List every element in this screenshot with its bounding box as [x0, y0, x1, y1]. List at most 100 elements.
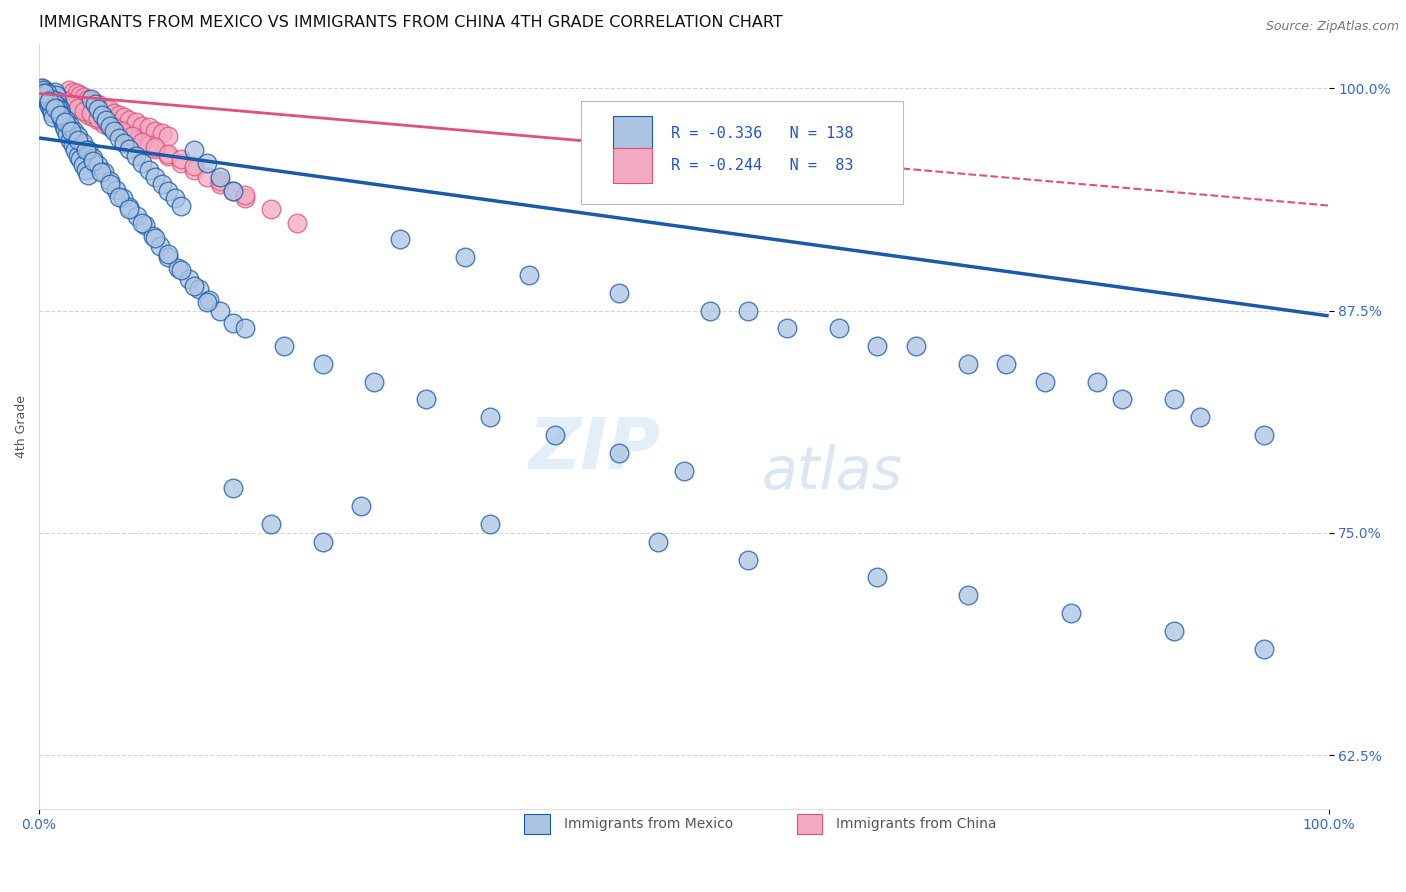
- Point: [77, 144, 100, 158]
- Point: [118, 113, 141, 128]
- Point: [44, 85, 66, 99]
- Point: [52, 119, 75, 133]
- Point: [517, 268, 540, 282]
- Point: [60, 124, 83, 138]
- Text: IMMIGRANTS FROM MEXICO VS IMMIGRANTS FROM CHINA 4TH GRADE CORRELATION CHART: IMMIGRANTS FROM MEXICO VS IMMIGRANTS FRO…: [39, 15, 783, 30]
- Point: [66, 129, 89, 144]
- Point: [45, 88, 67, 103]
- Point: [138, 138, 160, 153]
- Point: [32, 83, 55, 97]
- Point: [904, 339, 927, 353]
- Point: [51, 95, 73, 110]
- Point: [48, 108, 70, 122]
- Point: [32, 85, 55, 99]
- Point: [131, 119, 153, 133]
- Point: [118, 129, 141, 144]
- Point: [65, 87, 87, 101]
- Point: [103, 124, 125, 138]
- Point: [208, 170, 231, 185]
- Point: [170, 198, 193, 212]
- Point: [956, 357, 979, 371]
- Point: [87, 113, 110, 128]
- Point: [55, 113, 77, 128]
- Point: [44, 88, 66, 103]
- FancyBboxPatch shape: [581, 101, 903, 204]
- Point: [1085, 375, 1108, 389]
- Point: [112, 110, 135, 124]
- Point: [195, 170, 218, 185]
- Point: [44, 90, 66, 104]
- Text: R = -0.336   N = 138: R = -0.336 N = 138: [671, 126, 853, 141]
- Point: [170, 153, 193, 167]
- Point: [32, 85, 55, 99]
- Point: [48, 92, 70, 106]
- Point: [93, 101, 115, 115]
- Point: [143, 170, 166, 185]
- Point: [1253, 428, 1275, 442]
- Point: [195, 156, 218, 170]
- Point: [34, 90, 56, 104]
- Point: [55, 95, 77, 110]
- Point: [827, 321, 849, 335]
- Point: [183, 278, 205, 293]
- Point: [143, 140, 166, 154]
- Point: [235, 191, 257, 205]
- Point: [111, 124, 134, 138]
- Point: [208, 174, 231, 188]
- Point: [93, 165, 115, 179]
- Point: [53, 115, 76, 129]
- Point: [131, 136, 153, 151]
- Point: [62, 85, 84, 99]
- Point: [41, 88, 63, 103]
- Point: [82, 95, 104, 110]
- Point: [49, 108, 72, 122]
- Point: [183, 163, 205, 178]
- Point: [150, 178, 173, 192]
- Point: [157, 147, 180, 161]
- Point: [188, 282, 211, 296]
- Point: [121, 129, 143, 144]
- Point: [87, 97, 110, 112]
- Point: [32, 83, 55, 97]
- Point: [56, 128, 79, 142]
- Point: [82, 151, 104, 165]
- Point: [956, 588, 979, 602]
- Point: [75, 144, 97, 158]
- Point: [87, 158, 110, 172]
- Point: [75, 163, 97, 178]
- Point: [103, 120, 125, 135]
- Point: [73, 104, 96, 119]
- Point: [98, 119, 121, 133]
- Point: [73, 90, 96, 104]
- Point: [995, 357, 1018, 371]
- Point: [51, 108, 73, 122]
- Point: [363, 375, 385, 389]
- Point: [699, 303, 721, 318]
- Point: [208, 303, 231, 318]
- Point: [31, 81, 53, 95]
- Point: [59, 97, 82, 112]
- Point: [39, 88, 62, 103]
- Point: [1163, 624, 1185, 638]
- Point: [96, 113, 118, 128]
- Point: [91, 108, 114, 122]
- Point: [66, 149, 89, 163]
- Point: [35, 94, 58, 108]
- Point: [131, 156, 153, 170]
- Point: [38, 85, 60, 99]
- Point: [647, 534, 669, 549]
- Point: [87, 112, 110, 126]
- Point: [131, 216, 153, 230]
- Point: [389, 232, 412, 246]
- Point: [149, 239, 172, 253]
- Point: [170, 262, 193, 277]
- Point: [59, 133, 82, 147]
- Point: [672, 464, 695, 478]
- Point: [737, 303, 759, 318]
- Point: [118, 200, 141, 214]
- Point: [77, 169, 100, 183]
- Point: [98, 174, 121, 188]
- Point: [118, 202, 141, 216]
- Point: [48, 103, 70, 117]
- Point: [167, 260, 190, 275]
